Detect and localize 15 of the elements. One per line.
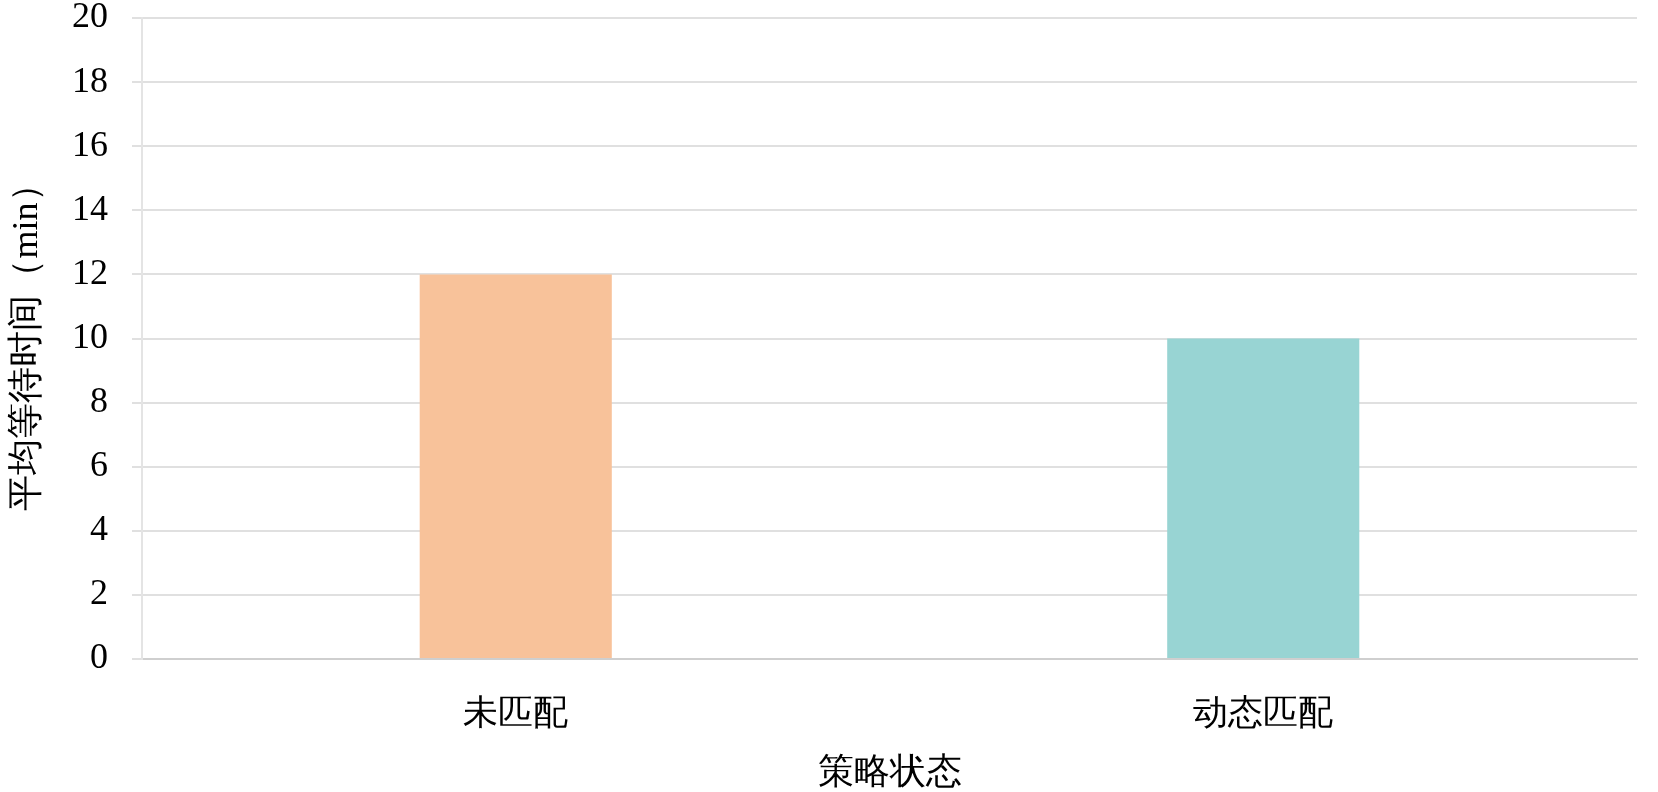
y-tick-label: 16: [72, 123, 108, 164]
y-tick-label: 4: [90, 508, 108, 549]
y-axis-title: 平均等待时间（min）: [5, 166, 46, 511]
x-axis-title: 策略状态: [817, 751, 962, 792]
y-tick-label: 20: [72, 0, 108, 36]
y-tick-label: 14: [72, 187, 108, 228]
y-tick-label: 8: [90, 380, 108, 421]
x-tick-label: 未匹配: [463, 692, 569, 732]
x-tick-label: 动态匹配: [1193, 692, 1334, 732]
y-tick-label: 6: [90, 444, 108, 485]
y-tick-label: 0: [90, 636, 108, 677]
y-tick-label: 18: [72, 59, 108, 100]
y-tick-label: 12: [72, 251, 108, 292]
y-tick-label: 10: [72, 315, 108, 356]
y-tick-label: 2: [90, 572, 108, 613]
